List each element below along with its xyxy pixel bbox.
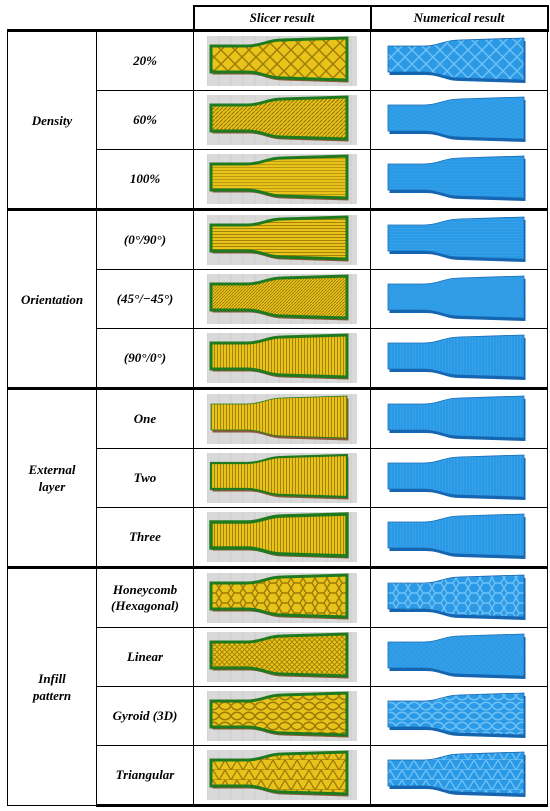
slicer-result-cell [193,507,371,569]
numerical-specimen-image [387,751,526,797]
numerical-result-cell [370,627,548,687]
table-row: Linear [8,627,548,687]
numerical-result-cell [370,686,548,746]
slicer-result-cell [193,149,371,211]
level-label: 20% [96,29,194,91]
slicer-specimen-image [207,750,357,800]
slicer-result-cell [193,90,371,150]
table-row: Two [8,448,548,508]
level-label: Two [96,448,194,508]
parameter-label-orientation: Orientation [7,208,97,389]
numerical-specimen-image [387,454,526,500]
numerical-result-cell [370,208,548,270]
slicer-result-cell [193,627,371,687]
slicer-result-cell [193,566,371,628]
results-table-wrapper: Slicer result Numerical result Density 20… [7,5,549,807]
numerical-specimen-image [387,395,526,441]
results-table: Slicer result Numerical result Density 20… [7,5,549,807]
slicer-specimen-image [207,573,357,623]
parameter-label-line: External [28,462,76,477]
numerical-specimen-image [387,633,526,679]
level-label: (90°/0°) [96,328,194,390]
level-label: Triangular [96,745,194,807]
numerical-result-cell [370,566,548,628]
numerical-result-cell [370,328,548,390]
table-row: Three [8,507,548,569]
level-label: 60% [96,90,194,150]
table-row: Orientation (0°/90°) [7,208,548,389]
numerical-specimen-image [387,692,526,738]
table-row: 100% [8,149,548,211]
slicer-specimen-image [207,691,357,741]
numerical-specimen-image [387,96,526,142]
level-label-line: Honeycomb [112,582,178,597]
numerical-result-cell [370,745,548,807]
numerical-result-cell [370,448,548,508]
slicer-result-cell [193,745,371,807]
table-row: Density 20% [7,29,548,210]
level-label: Honeycomb (Hexagonal) [96,566,194,628]
table-header-row: Slicer result Numerical result [7,5,549,31]
level-label: Three [96,507,194,569]
table-row: External layer One [7,387,548,568]
parameter-label-external-layer: External layer [7,387,97,568]
slicer-specimen-image [207,394,357,444]
numerical-specimen-image [387,334,526,380]
slicer-specimen-image [207,154,357,204]
slicer-result-cell [193,686,371,746]
numerical-specimen-image [387,37,526,83]
numerical-result-header: Numerical result [369,5,549,31]
table-row: 60% [8,90,548,150]
table-body: Density 20% 60% 100% Orientation (0°/90°) (45°… [7,29,548,807]
level-label: One [96,387,194,449]
header-blank-cell [7,6,194,31]
parameter-label-line: Infill [38,671,66,686]
slicer-specimen-image [207,274,357,324]
numerical-result-cell [370,387,548,449]
table-row: (90°/0°) [8,328,548,390]
numerical-result-cell [370,29,548,91]
parameter-label-infill-pattern: Infill pattern [7,566,97,806]
slicer-result-cell [193,328,371,390]
numerical-specimen-image [387,216,526,262]
slicer-result-cell [193,269,371,329]
slicer-result-cell [193,387,371,449]
slicer-result-cell [193,29,371,91]
level-label: (45°/−45°) [96,269,194,329]
level-label-line: (Hexagonal) [111,598,179,613]
level-label: 100% [96,149,194,211]
numerical-result-cell [370,149,548,211]
slicer-specimen-image [207,632,357,682]
numerical-result-cell [370,269,548,329]
numerical-result-cell [370,90,548,150]
slicer-result-header: Slicer result [192,5,372,31]
slicer-result-cell [193,448,371,508]
numerical-specimen-image [387,155,526,201]
level-label: (0°/90°) [96,208,194,270]
slicer-specimen-image [207,512,357,562]
slicer-specimen-image [207,333,357,383]
numerical-result-cell [370,507,548,569]
table-row: Infill pattern Honeycomb (Hexagonal) [7,566,548,806]
numerical-specimen-image [387,275,526,321]
parameter-label-line: layer [38,479,66,494]
numerical-specimen-image [387,574,526,620]
parameter-label-line: pattern [32,688,72,703]
slicer-specimen-image [207,95,357,145]
parameter-label-density: Density [7,29,97,210]
numerical-specimen-image [387,513,526,559]
slicer-specimen-image [207,453,357,503]
table-row: Gyroid (3D) [8,686,548,746]
table-row: (45°/−45°) [8,269,548,329]
slicer-specimen-image [207,36,357,86]
table-row: Triangular [8,745,548,807]
level-label: Linear [96,627,194,687]
level-label: Gyroid (3D) [96,686,194,746]
slicer-specimen-image [207,215,357,265]
slicer-result-cell [193,208,371,270]
